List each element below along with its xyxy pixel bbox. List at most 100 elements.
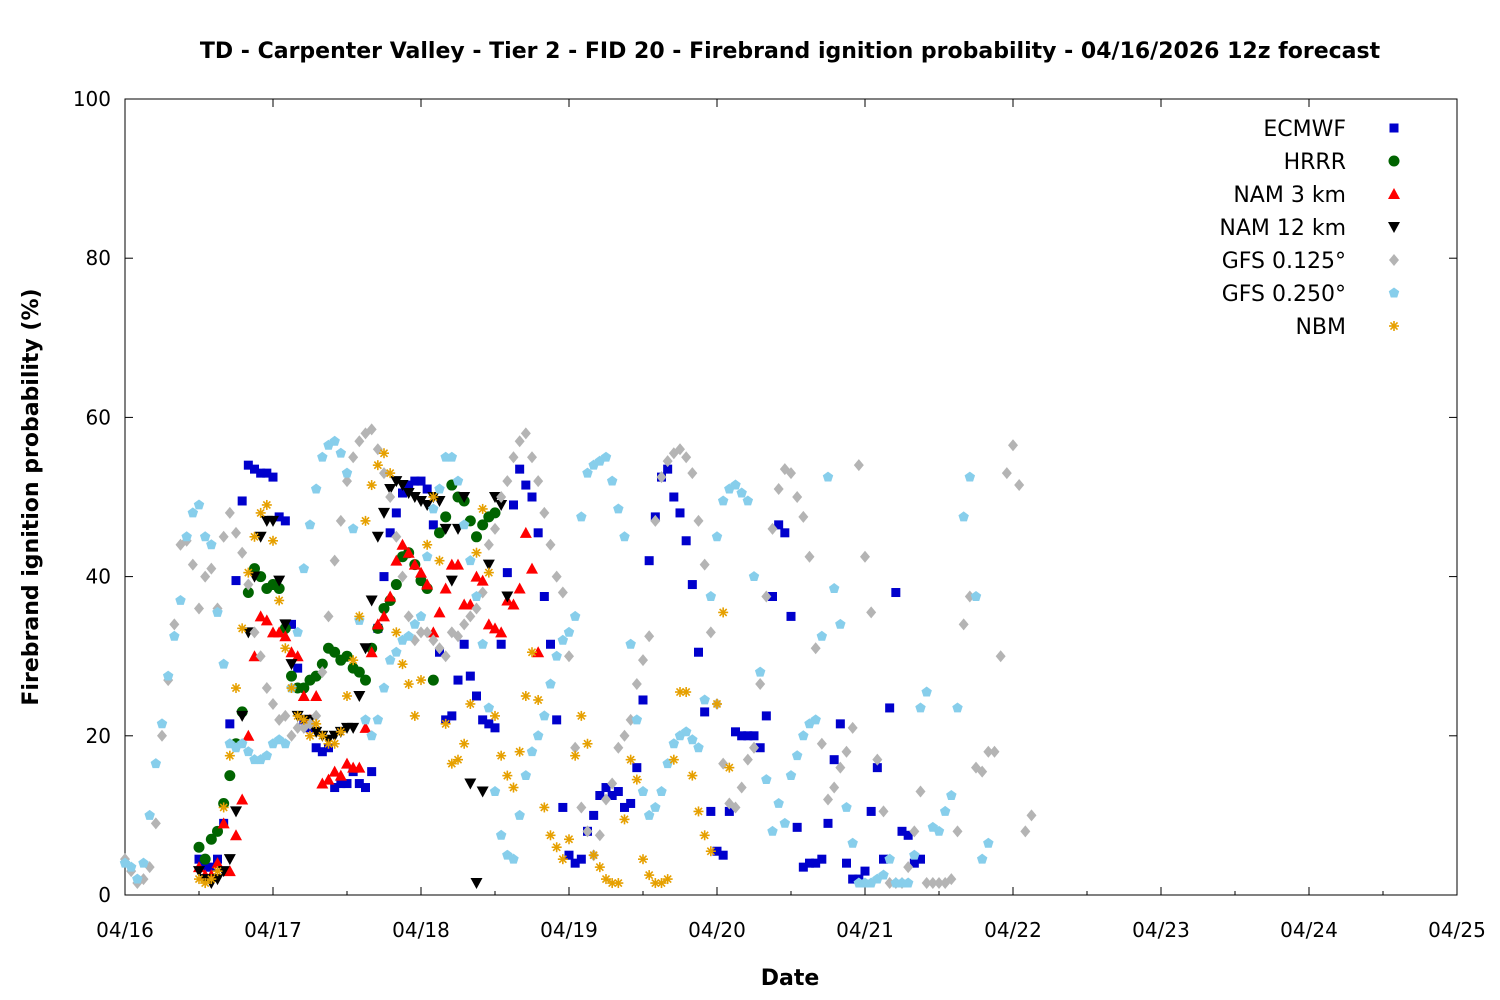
data-point [378, 682, 390, 693]
data-point [409, 618, 421, 629]
data-point [354, 611, 365, 622]
data-point-stroke [564, 835, 574, 844]
data-point [484, 719, 494, 729]
data-point [607, 777, 618, 790]
data-point [650, 514, 661, 527]
data-point-stroke [725, 763, 734, 772]
data-point [415, 610, 427, 621]
data-point [236, 793, 249, 805]
data-point [482, 618, 495, 630]
data-point-stroke [324, 739, 333, 748]
data-point [385, 491, 396, 503]
data-point [311, 718, 322, 729]
data-point [718, 607, 729, 618]
data-point-stroke [423, 540, 432, 549]
series-2 [193, 526, 545, 881]
data-point [248, 650, 261, 662]
data-point [427, 626, 440, 638]
data-point [396, 480, 409, 492]
data-point [403, 610, 414, 623]
data-point-stroke [595, 863, 604, 872]
data-point [279, 619, 292, 631]
data-point [305, 730, 315, 741]
data-point [268, 472, 278, 482]
data-point [465, 671, 475, 681]
data-point [261, 499, 272, 510]
data-point [248, 571, 261, 583]
y-tick-label: 20 [86, 724, 111, 748]
data-point [237, 496, 247, 506]
data-point [521, 480, 531, 490]
data-point [273, 583, 285, 595]
data-point [626, 798, 636, 808]
data-point [445, 575, 458, 587]
data-point [199, 853, 211, 865]
data-point [700, 707, 710, 717]
data-point [675, 508, 685, 518]
data-point [293, 663, 303, 673]
data-point [476, 574, 489, 586]
data-point [471, 602, 482, 615]
data-point [422, 539, 433, 550]
data-point [384, 590, 397, 602]
data-point-stroke [194, 874, 204, 884]
data-point [285, 646, 298, 658]
data-point [439, 582, 452, 594]
data-point [408, 558, 421, 570]
data-point [452, 475, 464, 486]
data-point [773, 483, 784, 496]
data-point [465, 610, 476, 623]
data-point [730, 479, 741, 490]
data-point [570, 741, 581, 754]
data-point [526, 746, 538, 757]
data-point [434, 555, 445, 566]
data-point-stroke [231, 683, 241, 693]
data-point [513, 582, 526, 594]
data-point [274, 512, 284, 522]
data-point [737, 731, 747, 741]
data-point [724, 762, 735, 773]
data-point-stroke [632, 775, 641, 784]
data-point-stroke [571, 751, 580, 760]
data-point [471, 531, 482, 543]
data-point [490, 723, 500, 733]
data-point-stroke [453, 755, 463, 764]
data-point [638, 695, 648, 705]
data-point [1026, 809, 1037, 822]
data-point [902, 877, 914, 888]
data-point [317, 666, 328, 679]
data-point [224, 770, 236, 782]
data-point-stroke [281, 644, 290, 653]
data-point [515, 464, 525, 474]
data-point [903, 861, 914, 874]
data-point [742, 753, 753, 766]
data-point [601, 783, 611, 793]
data-point [434, 527, 445, 539]
data-point-stroke [379, 449, 389, 458]
data-point [970, 591, 982, 601]
data-point [273, 626, 286, 638]
data-point-stroke [688, 771, 697, 780]
data-point [440, 650, 451, 663]
data-point [557, 854, 568, 865]
data-point [755, 678, 766, 691]
data-point [1020, 825, 1031, 838]
data-point [860, 550, 870, 563]
data-point [731, 727, 740, 737]
legend-marker [1389, 254, 1399, 266]
data-point [273, 575, 286, 587]
data-point [205, 833, 217, 845]
data-point [200, 862, 210, 872]
data-point [545, 538, 556, 551]
data-point [625, 754, 636, 765]
data-point [509, 500, 518, 510]
data-point [675, 443, 685, 456]
data-point [755, 743, 765, 753]
legend-marker [1388, 155, 1400, 167]
data-point [780, 528, 790, 538]
data-point [817, 854, 827, 864]
data-point [458, 519, 470, 530]
data-point [823, 818, 833, 828]
data-point-stroke [577, 711, 586, 721]
data-point [359, 721, 372, 733]
